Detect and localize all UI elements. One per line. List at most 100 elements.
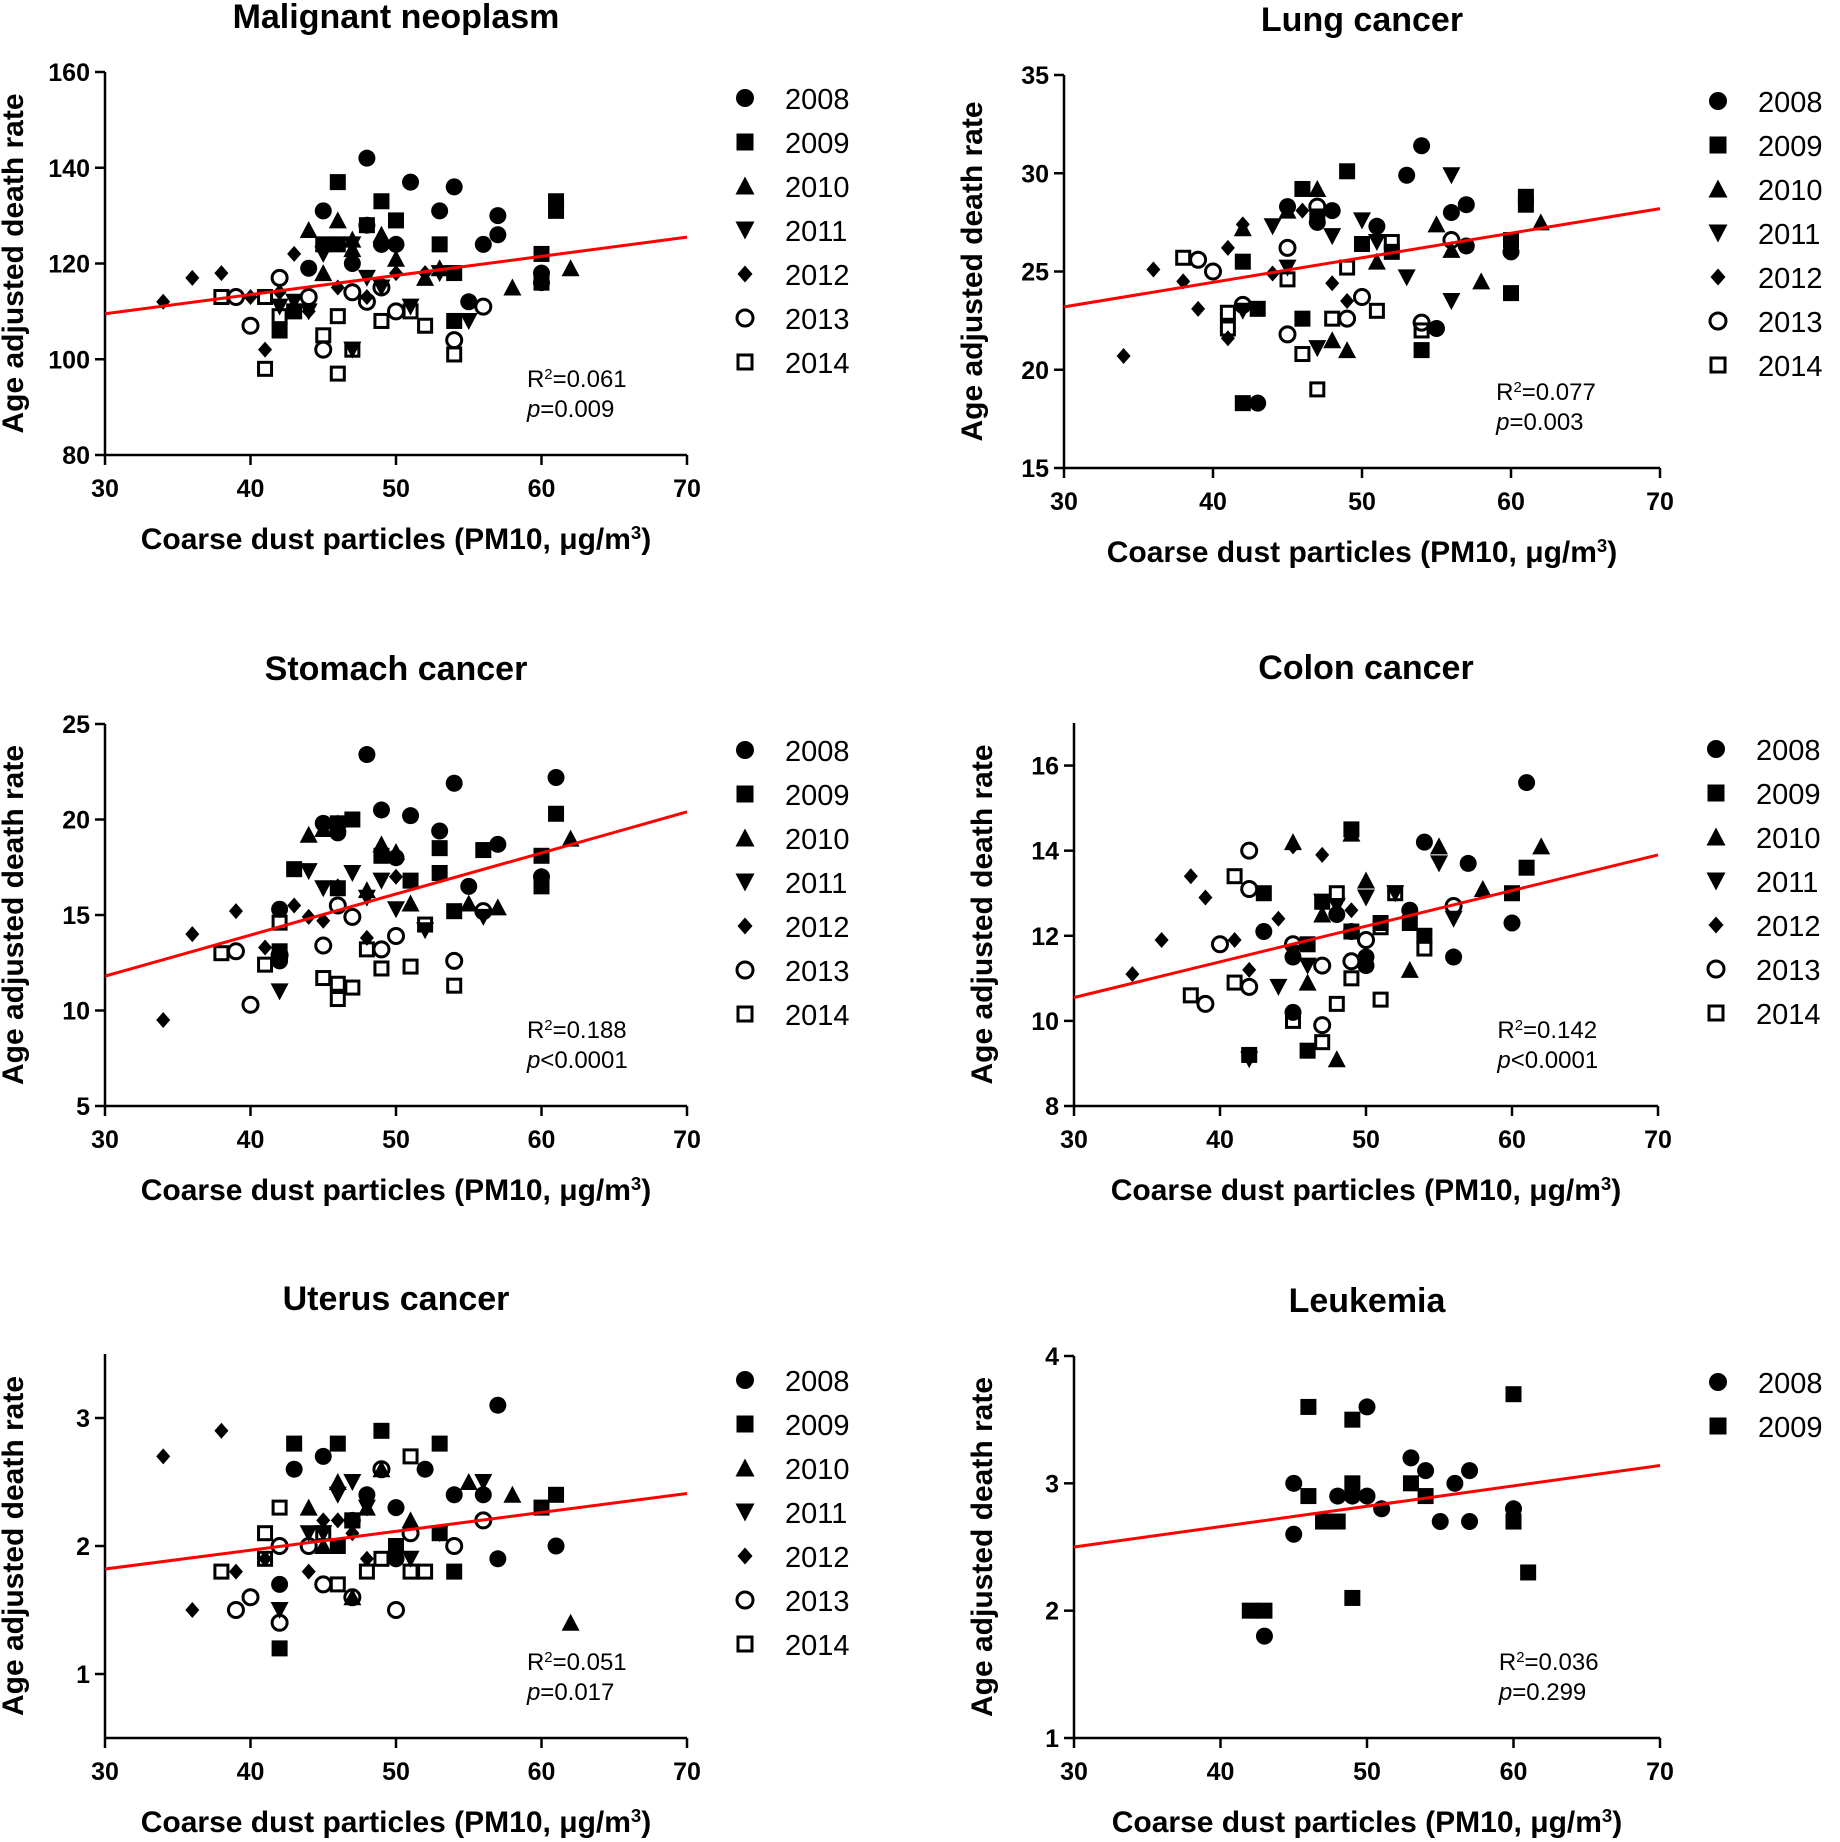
data-point-2010 [1442, 240, 1461, 258]
data-point-2012 [1340, 292, 1355, 309]
legend-marker-diamond [737, 917, 753, 935]
regression-line [104, 810, 688, 978]
data-point-2008 [489, 207, 507, 225]
legend-marker-diamond [737, 1547, 753, 1565]
x-tick-label: 30 [1050, 488, 1078, 516]
data-point-2008 [1255, 923, 1273, 941]
legend-item-2010: 2010 [735, 1454, 850, 1486]
data-point-2012 [330, 1512, 345, 1529]
data-point-2012 [389, 265, 403, 282]
data-point-2009 [344, 811, 361, 828]
data-point-2014 [402, 1448, 419, 1465]
data-point-2009 [329, 1538, 346, 1554]
data-point-2008 [1503, 914, 1521, 932]
data-point-2008 [489, 835, 507, 853]
data-point-2010 [343, 1588, 362, 1606]
data-point-2010 [401, 1511, 420, 1529]
legend-item-2009: 2009 [736, 780, 850, 812]
data-point-2010 [1323, 331, 1342, 349]
x-tick-label: 60 [1498, 1126, 1526, 1154]
data-point-2012 [185, 1602, 200, 1618]
data-point-2010 [1308, 179, 1327, 197]
data-point-2008 [387, 235, 405, 253]
data-point-2012 [1198, 889, 1213, 906]
data-point-2012 [185, 926, 200, 943]
y-tick-label: 15 [1021, 455, 1049, 483]
legend-item-2013: 2013 [1708, 307, 1823, 339]
data-point-2008 [1285, 1525, 1303, 1543]
data-point-2014 [329, 1576, 346, 1593]
data-point-2009 [533, 878, 550, 895]
data-point-2010 [1400, 960, 1419, 978]
data-point-2009 [548, 202, 565, 219]
x-tick-label: 50 [382, 1126, 410, 1154]
data-point-2008 [358, 1486, 376, 1504]
data-point-2011 [328, 1486, 347, 1504]
y-axis-label: Age adjusted death rate [966, 744, 999, 1084]
data-point-2008 [547, 1537, 565, 1555]
data-point-2009 [1402, 1475, 1419, 1492]
data-point-2014 [329, 975, 346, 992]
legend-item-2014: 2014 [1709, 351, 1823, 383]
data-point-2013 [474, 902, 493, 921]
data-point-2014 [1182, 987, 1199, 1004]
data-point-2013 [314, 1575, 333, 1594]
data-point-2010 [1298, 973, 1317, 991]
data-point-2011 [1397, 269, 1416, 287]
chart-panel-5: Uterus cancer 30 40 50 60 70 1 2 3 Coarse dust pa… [0, 1280, 850, 1839]
data-point-2009 [548, 1486, 565, 1503]
y-tick-label: 140 [48, 155, 90, 183]
legend-item-2010: 2010 [735, 172, 850, 204]
data-point-2012 [228, 1563, 243, 1580]
r-squared-annotation: R2=0.188 [527, 1017, 627, 1044]
legend-label: 2010 [785, 172, 850, 204]
data-point-2013 [1278, 325, 1297, 344]
data-point-2009 [1517, 196, 1534, 213]
data-point-2011 [314, 1525, 333, 1543]
data-point-2011 [343, 1474, 362, 1491]
data-point-2011 [1444, 910, 1463, 928]
x-tick-label: 60 [528, 1126, 556, 1154]
x-tick-label: 40 [237, 475, 265, 503]
data-point-2008 [343, 255, 361, 272]
data-point-2009 [1234, 253, 1251, 270]
data-point-2011 [1269, 978, 1288, 996]
legend-item-2012: 2012 [1710, 263, 1823, 295]
p-value-annotation: p=0.003 [1495, 409, 1583, 436]
data-point-2013 [1240, 841, 1259, 860]
data-point-2013 [241, 995, 260, 1014]
y-tick-label: 10 [62, 998, 90, 1026]
legend-item-2010: 2010 [1708, 175, 1823, 207]
legend-item-2013: 2013 [735, 1586, 850, 1618]
data-point-2014 [1368, 302, 1385, 319]
p-value-annotation: p<0.0001 [526, 1047, 628, 1074]
data-point-2010 [503, 278, 522, 296]
legend-item-2008: 2008 [736, 736, 850, 768]
data-point-2009 [431, 840, 448, 857]
data-point-2009 [431, 864, 448, 881]
data-point-2008 [1402, 1449, 1420, 1467]
data-point-2012 [243, 289, 258, 306]
data-point-2013 [1353, 288, 1371, 307]
y-tick-label: 16 [1031, 753, 1059, 781]
legend-label: 2012 [1758, 263, 1823, 295]
data-point-2008 [314, 202, 332, 220]
data-point-2013 [299, 1537, 318, 1555]
data-point-2013 [1284, 935, 1302, 954]
regression-line [104, 1492, 688, 1571]
legend-item-2009: 2009 [1709, 1412, 1823, 1444]
data-point-2011 [387, 1550, 405, 1568]
data-point-2010 [328, 211, 347, 229]
legend-item-2013: 2013 [1706, 955, 1821, 987]
data-point-2013 [226, 942, 245, 961]
data-point-2009 [1339, 163, 1356, 180]
data-point-2008 [1285, 1474, 1303, 1492]
y-tick-label: 120 [48, 251, 90, 279]
y-tick-label: 3 [76, 1405, 90, 1433]
data-point-2013 [1308, 197, 1327, 216]
legend-marker-triangle-up [735, 1458, 755, 1477]
data-point-2010 [1367, 252, 1386, 270]
data-point-2009 [286, 1435, 303, 1452]
y-tick-label: 1 [1045, 1725, 1059, 1753]
data-point-2012 [1295, 202, 1310, 219]
